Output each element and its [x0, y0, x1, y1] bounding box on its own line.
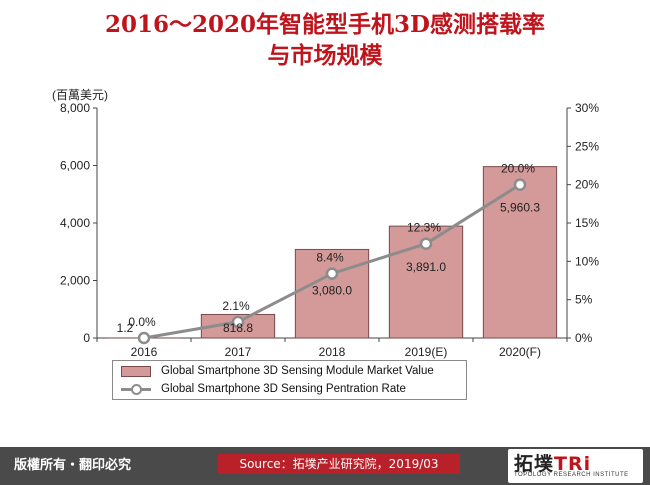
legend-label-market-value: Global Smartphone 3D Sensing Module Mark… — [161, 365, 434, 377]
y-tick-label: 2,000 — [60, 274, 90, 288]
line-data-label: 20.0% — [501, 162, 535, 176]
chart-title-block: 2016～2020年智能型手机3D感测搭载率 与市场规模 — [0, 0, 650, 80]
bar-data-label: 3,080.0 — [312, 283, 352, 297]
line-data-label: 2.1% — [222, 299, 250, 313]
line-data-label: 12.3% — [407, 221, 441, 235]
y2-tick-label: 30% — [575, 101, 599, 115]
company-logo: 拓墣TRi TOPOLOGY RESEARCH INSTITUTE — [508, 449, 643, 483]
bar-data-label: 1.2 — [117, 321, 134, 335]
line-data-label: 8.4% — [316, 251, 344, 265]
copyright-notice: 版權所有・翻印必究 — [14, 458, 132, 473]
line-point — [137, 331, 151, 345]
y2-tick-label: 15% — [575, 216, 599, 230]
line-point — [325, 267, 339, 280]
legend-bar-swatch — [121, 366, 151, 377]
y-tick-label: 0 — [83, 331, 90, 345]
x-tick-label: 2018 — [319, 345, 346, 359]
x-tick-label: 2019(E) — [405, 345, 448, 359]
x-tick-label: 2020(F) — [499, 345, 541, 359]
y2-tick-label: 20% — [575, 178, 599, 192]
chart-legend: Global Smartphone 3D Sensing Module Mark… — [112, 360, 467, 400]
y-tick-label: 4,000 — [60, 216, 90, 230]
bar-data-label: 3,891.0 — [406, 260, 446, 274]
y-tick-label: 8,000 — [60, 101, 90, 115]
y2-tick-label: 5% — [575, 293, 593, 307]
y2-tick-label: 0% — [575, 331, 593, 345]
bar — [482, 166, 558, 339]
line-point — [419, 237, 433, 250]
y2-tick-label: 25% — [575, 139, 599, 153]
legend-label-penetration-rate: Global Smartphone 3D Sensing Pentration … — [161, 383, 406, 395]
bar-data-label: 5,960.3 — [500, 201, 540, 215]
logo-wordmark: 拓墣TRi — [514, 453, 592, 475]
line-point — [231, 315, 245, 329]
line-point — [513, 178, 527, 191]
y2-tick-label: 10% — [575, 254, 599, 268]
source-note: Source：拓墣产业研究院，2019/03 — [218, 454, 460, 474]
legend-marker-icon — [131, 384, 142, 395]
logo-tagline: TOPOLOGY RESEARCH INSTITUTE — [514, 472, 629, 478]
footer-bar: 版權所有・翻印必究 Source：拓墣产业研究院，2019/03 拓墣TRi T… — [0, 447, 650, 485]
chart-title: 2016～2020年智能型手机3D感测搭载率 — [105, 11, 545, 38]
chart-subtitle: 与市场规模 — [267, 42, 383, 69]
bar-data-label: 818.8 — [223, 321, 253, 335]
x-tick-label: 2017 — [225, 345, 252, 359]
y-tick-label: 6,000 — [60, 159, 90, 173]
y-axis-unit-label: (百萬美元) — [52, 88, 108, 102]
bar — [294, 248, 370, 339]
chart-plot: (百萬美元) 0 2,000 4,000 6,000 8,000 0% 5% 10% 15% 20%… — [52, 88, 599, 359]
line-data-label: 0.0% — [128, 315, 156, 329]
x-tick-label: 2016 — [131, 345, 158, 359]
